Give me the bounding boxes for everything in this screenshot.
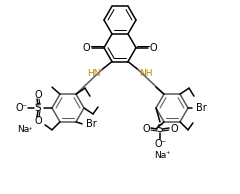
Text: Br: Br [196,103,206,113]
Text: ⁻: ⁻ [21,103,27,113]
Text: S: S [157,124,163,134]
Text: O: O [150,43,157,53]
Text: S: S [35,103,41,113]
Text: ⁻: ⁻ [160,139,166,149]
Text: Br: Br [86,119,96,129]
Text: O: O [154,139,162,149]
Text: O: O [34,90,42,100]
Text: O: O [15,103,23,113]
Text: Na: Na [17,126,29,134]
Text: ⁺: ⁺ [28,126,32,134]
Text: Na: Na [154,151,166,159]
Text: NH: NH [139,69,153,78]
Text: O: O [170,124,178,134]
Text: ⁺: ⁺ [166,151,170,159]
Text: O: O [34,116,42,126]
Text: HN: HN [87,69,101,78]
Text: O: O [142,124,150,134]
Text: O: O [83,43,90,53]
